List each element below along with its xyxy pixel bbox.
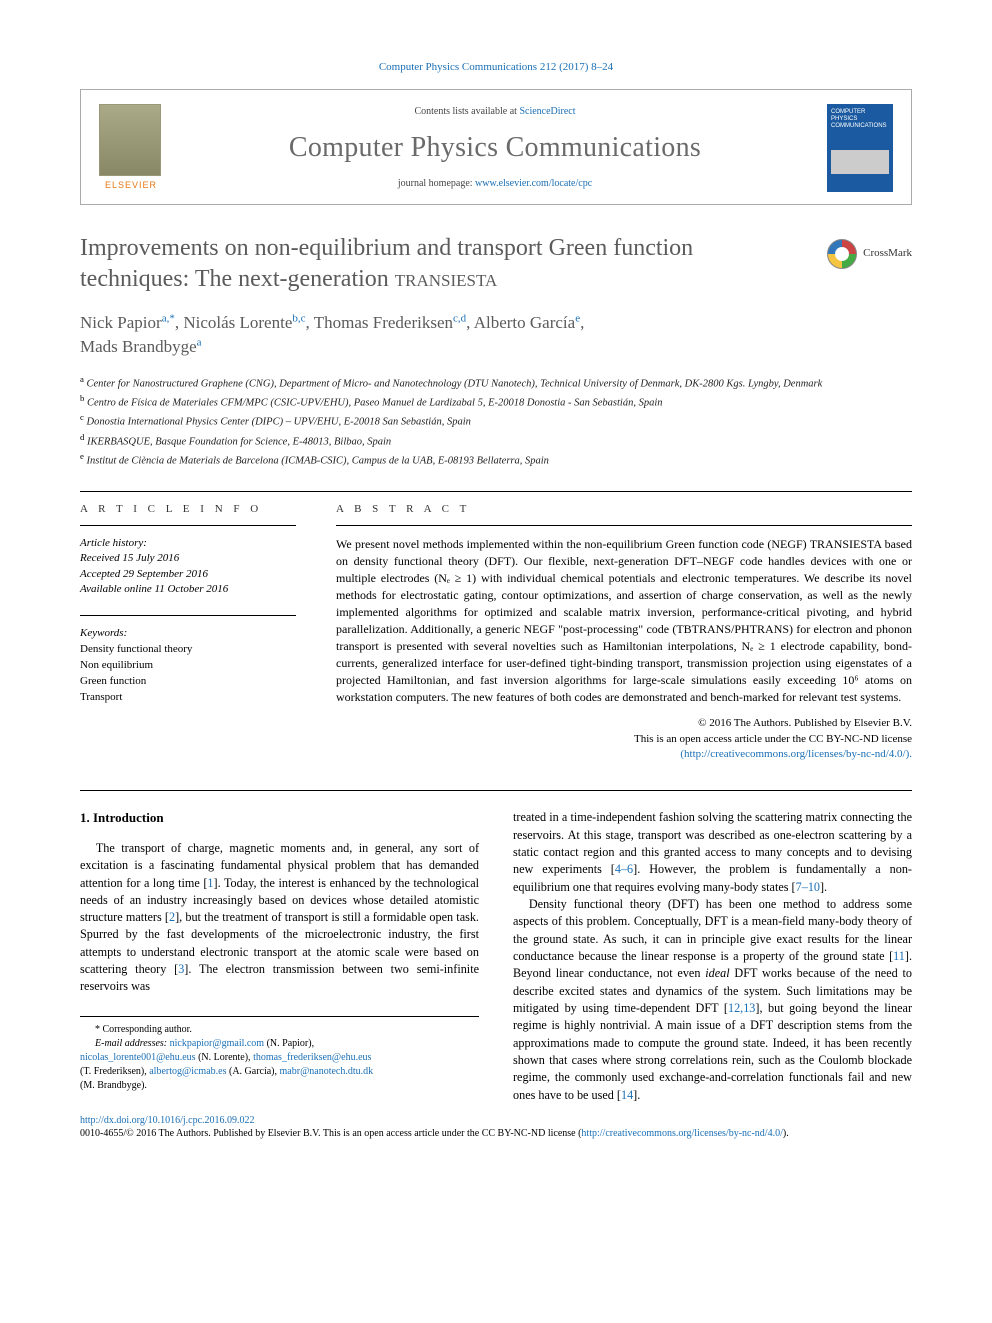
intro-para-1: The transport of charge, magnetic moment… — [80, 840, 479, 996]
author-4: Alberto García — [474, 313, 575, 332]
contents-available-line: Contents lists available at ScienceDirec… — [181, 105, 809, 119]
ref-link[interactable]: 1 — [207, 876, 213, 890]
title-line2-prefix: techniques: The next-generation — [80, 266, 395, 292]
ref-link[interactable]: 14 — [621, 1088, 633, 1102]
elsevier-logo: ELSEVIER — [99, 104, 163, 191]
email-addresses-label: E-mail addresses: — [95, 1038, 167, 1049]
body-column-left: 1. Introduction The transport of charge,… — [80, 809, 479, 1104]
crossmark-icon — [827, 239, 857, 269]
email-1-who: (N. Papior), — [264, 1038, 314, 1049]
affil-e: Institut de Ciència de Materials de Barc… — [87, 455, 549, 466]
issn-line-b: ). — [783, 1128, 789, 1139]
journal-cover-thumb: COMPUTER PHYSICS COMMUNICATIONS — [827, 104, 893, 192]
sciencedirect-link[interactable]: ScienceDirect — [519, 106, 575, 117]
crossmark-widget[interactable]: CrossMark — [827, 239, 912, 269]
corresponding-author-label: Corresponding author. — [103, 1024, 192, 1035]
affiliations: a Center for Nanostructured Graphene (CN… — [80, 373, 912, 469]
copyright-link[interactable]: (http://creativecommons.org/licenses/by-… — [680, 748, 912, 760]
keywords-label: Keywords: — [80, 627, 127, 639]
article-history: Article history: Received 15 July 2016 A… — [80, 536, 296, 598]
author-1: Nick Papior — [80, 313, 162, 332]
ref-link[interactable]: 12,13 — [728, 1001, 755, 1015]
abstract-heading: A B S T R A C T — [336, 492, 912, 526]
intro-para-2: treated in a time-independent fashion so… — [513, 809, 912, 896]
author-2-affil: b,c — [292, 313, 305, 325]
email-3-who: (T. Frederiksen), — [80, 1066, 149, 1077]
ref-link[interactable]: 11 — [893, 949, 905, 963]
email-3[interactable]: thomas_frederiksen@ehu.eus — [253, 1052, 371, 1063]
email-4-who: (A. García), — [226, 1066, 279, 1077]
author-3-affil: c,d — [453, 313, 466, 325]
author-5: Mads Brandbyge — [80, 337, 197, 356]
affil-b: Centro de Física de Materiales CFM/MPC (… — [87, 398, 663, 409]
email-1[interactable]: nickpapior@gmail.com — [170, 1038, 264, 1049]
ref-link[interactable]: 7–10 — [796, 880, 820, 894]
elsevier-wordmark: ELSEVIER — [99, 179, 163, 191]
author-2: Nicolás Lorente — [183, 313, 292, 332]
abstract-body-divider — [80, 790, 912, 791]
cc-license-link[interactable]: http://creativecommons.org/licenses/by-n… — [581, 1128, 782, 1139]
doi-footer: http://dx.doi.org/10.1016/j.cpc.2016.09.… — [80, 1114, 912, 1141]
email-4[interactable]: albertog@icmab.es — [149, 1066, 226, 1077]
elsevier-tree-icon — [99, 104, 161, 176]
history-label: Article history: — [80, 537, 147, 549]
running-citation: Computer Physics Communications 212 (201… — [80, 60, 912, 75]
body-column-right: treated in a time-independent fashion so… — [513, 809, 912, 1104]
footnotes: * Corresponding author. E-mail addresses… — [80, 1016, 479, 1093]
title-line2-smallcaps: transiesta — [395, 266, 498, 292]
copyright-line1: © 2016 The Authors. Published by Elsevie… — [698, 717, 912, 729]
abstract-copyright: © 2016 The Authors. Published by Elsevie… — [336, 716, 912, 762]
doi-link[interactable]: http://dx.doi.org/10.1016/j.cpc.2016.09.… — [80, 1115, 255, 1126]
email-2[interactable]: nicolas_lorente001@ehu.eus — [80, 1052, 196, 1063]
affil-a: Center for Nanostructured Graphene (CNG)… — [87, 378, 823, 389]
section-1-heading: 1. Introduction — [80, 809, 479, 827]
author-5-affil: a — [197, 336, 202, 348]
email-5[interactable]: mabr@nanotech.dtu.dk — [280, 1066, 374, 1077]
article-title: Improvements on non-equilibrium and tran… — [80, 233, 807, 295]
history-online: Available online 11 October 2016 — [80, 583, 228, 595]
author-1-affil: a,* — [162, 313, 175, 325]
contents-prefix: Contents lists available at — [414, 106, 519, 117]
intro-para-3: Density functional theory (DFT) has been… — [513, 896, 912, 1104]
ref-link[interactable]: 3 — [178, 962, 184, 976]
abstract-body: We present novel methods implemented wit… — [336, 536, 912, 706]
journal-name: Computer Physics Communications — [181, 129, 809, 167]
issn-line-a: 0010-4655/© 2016 The Authors. Published … — [80, 1128, 581, 1139]
keyword-1: Density functional theory — [80, 643, 192, 655]
crossmark-label: CrossMark — [863, 246, 912, 261]
article-info-heading: A R T I C L E I N F O — [80, 492, 296, 526]
author-4-affil: e — [575, 313, 580, 325]
affil-d: IKERBASQUE, Basque Foundation for Scienc… — [87, 436, 391, 447]
ref-link[interactable]: 4–6 — [615, 862, 633, 876]
affil-c: Donostia International Physics Center (D… — [87, 417, 471, 428]
keyword-2: Non equilibrium — [80, 659, 153, 671]
history-received: Received 15 July 2016 — [80, 552, 179, 564]
cover-thumb-title: COMPUTER PHYSICS COMMUNICATIONS — [831, 109, 889, 131]
copyright-line2: This is an open access article under the… — [634, 733, 912, 745]
journal-header-box: ELSEVIER Contents lists available at Sci… — [80, 89, 912, 205]
journal-homepage-link[interactable]: www.elsevier.com/locate/cpc — [475, 178, 592, 189]
keyword-4: Transport — [80, 691, 122, 703]
keyword-3: Green function — [80, 675, 146, 687]
title-line1: Improvements on non-equilibrium and tran… — [80, 235, 693, 261]
authors-list: Nick Papiora,*, Nicolás Lorenteb,c, Thom… — [80, 311, 912, 359]
ref-link[interactable]: 2 — [169, 910, 175, 924]
email-5-who: (M. Brandbyge). — [80, 1080, 147, 1091]
citation-link[interactable]: Computer Physics Communications 212 (201… — [379, 61, 613, 73]
keywords-block: Keywords: Density functional theory Non … — [80, 626, 296, 706]
info-divider — [80, 615, 296, 616]
email-2-who: (N. Lorente), — [196, 1052, 253, 1063]
journal-homepage-line: journal homepage: www.elsevier.com/locat… — [181, 177, 809, 191]
history-accepted: Accepted 29 September 2016 — [80, 568, 208, 580]
author-3: Thomas Frederiksen — [314, 313, 453, 332]
homepage-prefix: journal homepage: — [398, 178, 475, 189]
